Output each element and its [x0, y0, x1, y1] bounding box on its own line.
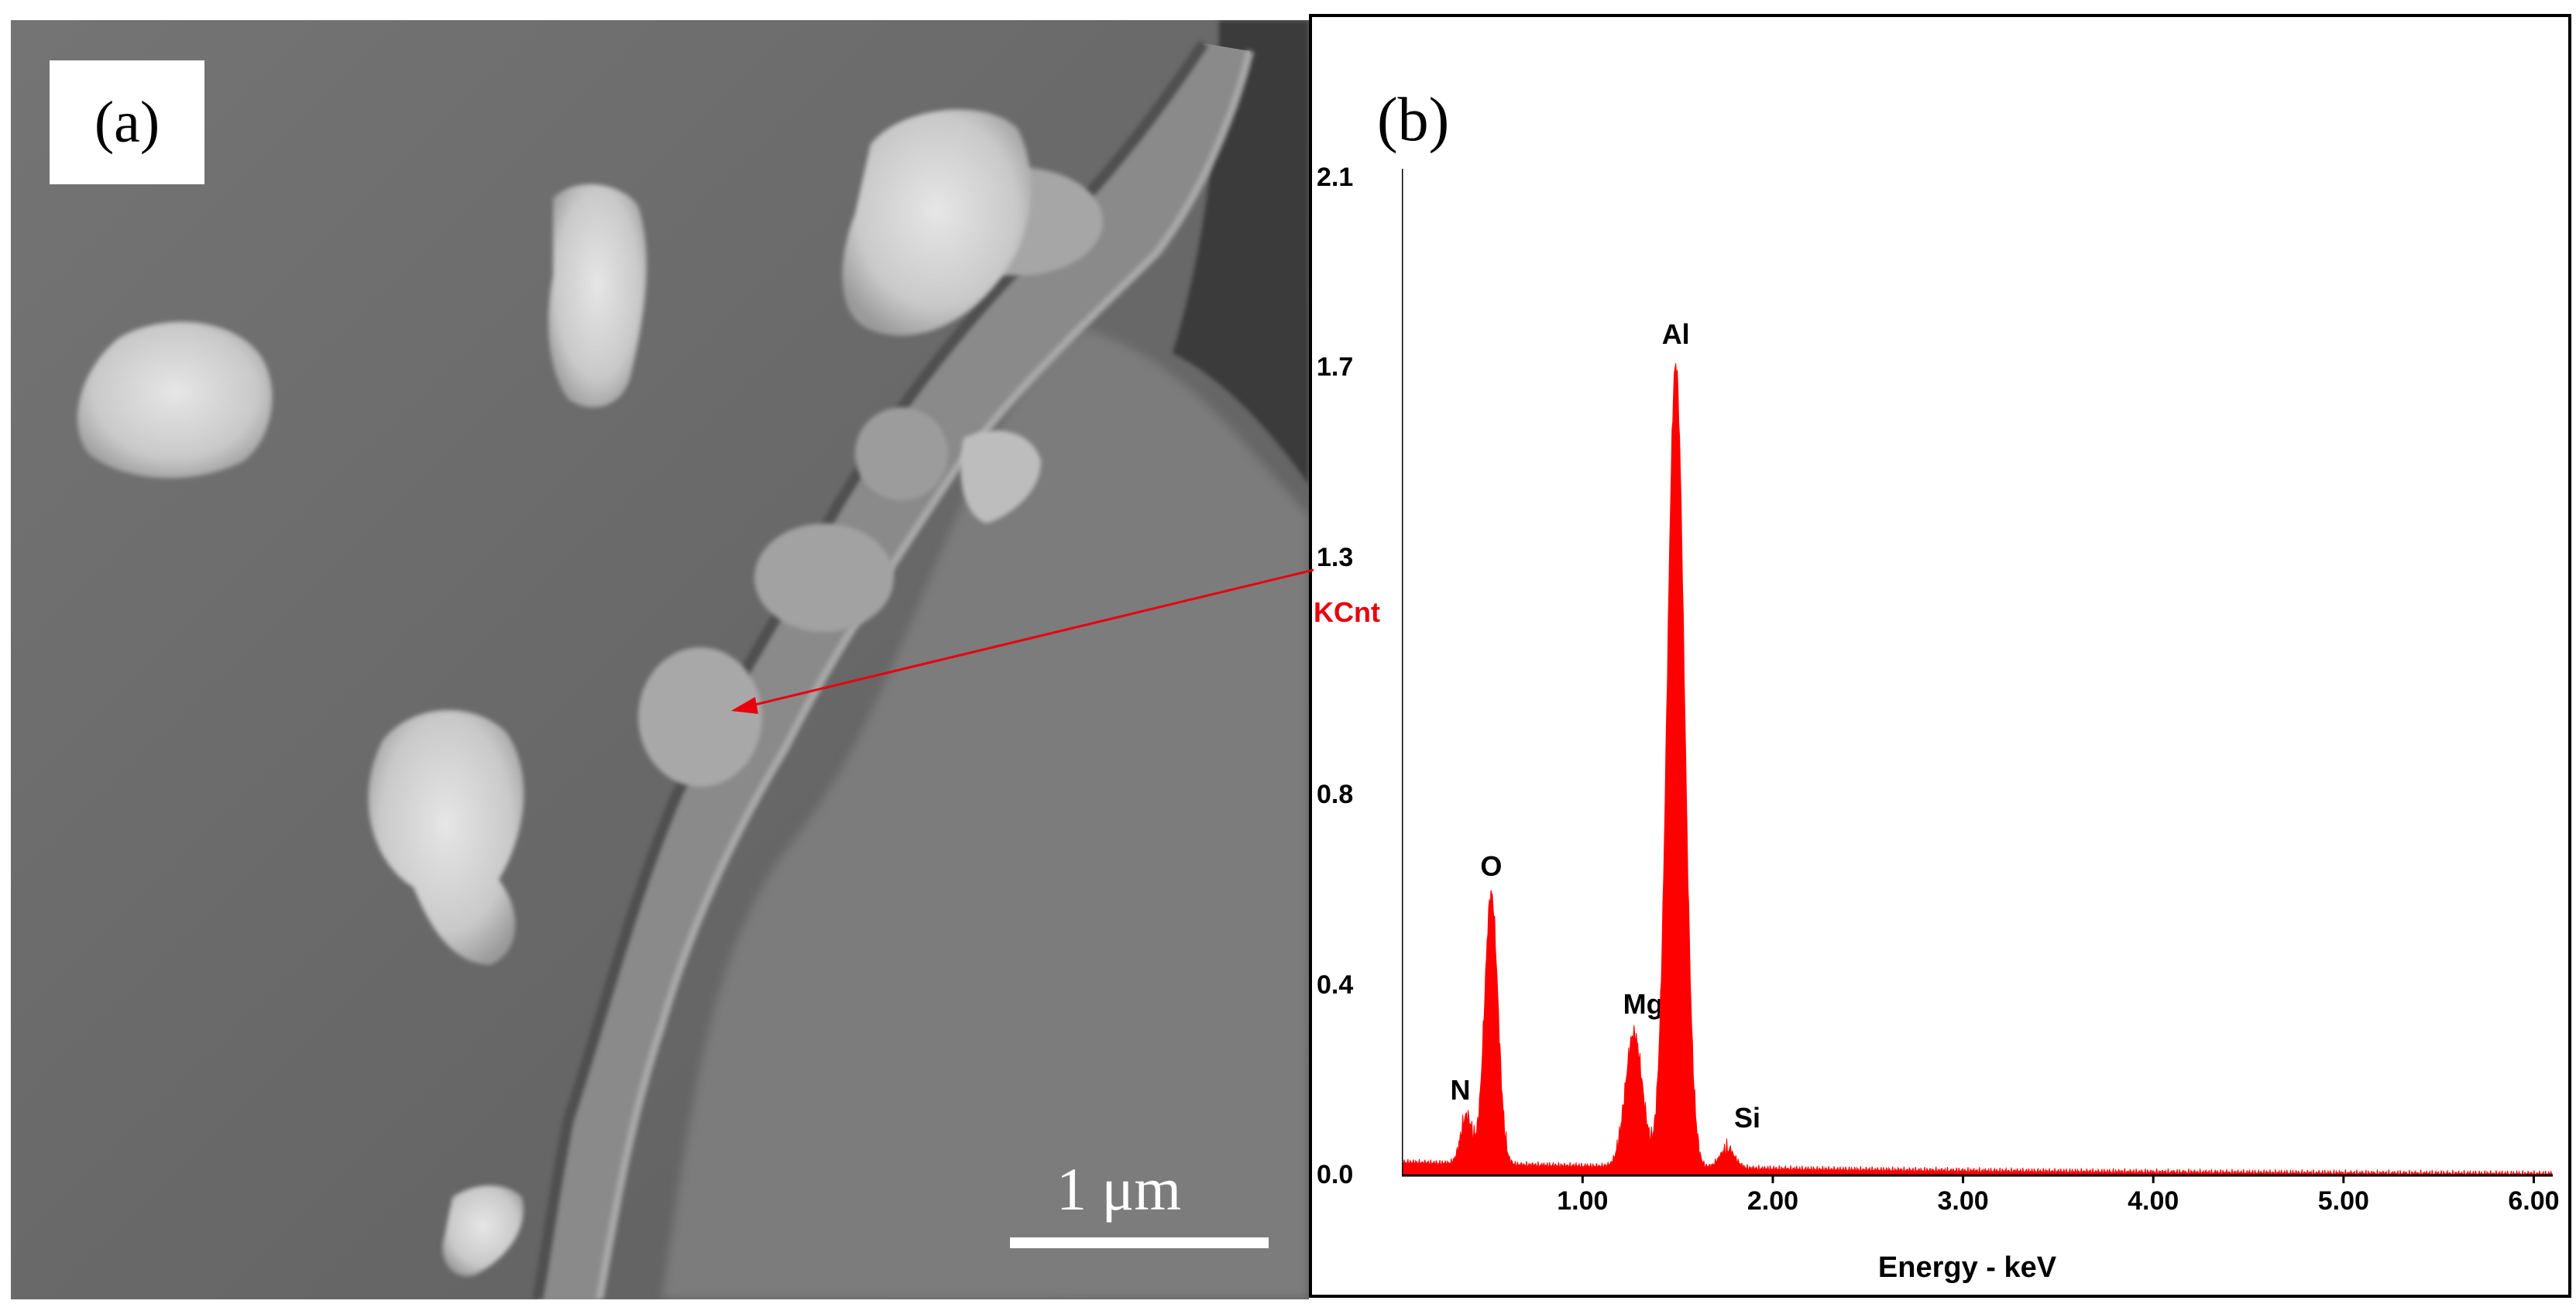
y-axis-label: KCnt	[1314, 596, 1380, 628]
peak-label-mg: Mg	[1623, 988, 1664, 1021]
peak-label-o: O	[1480, 850, 1503, 883]
peak-label-si: Si	[1733, 1102, 1761, 1134]
sem-grain-cluster	[638, 647, 762, 787]
sem-particle	[442, 1186, 524, 1276]
sem-particle	[548, 184, 647, 407]
y-tick-label: 0.8	[1317, 780, 1354, 810]
y-tick-label: 0.0	[1317, 1160, 1354, 1189]
panel-a-label: (a)	[50, 60, 204, 184]
x-axis-label: Energy - keV	[1877, 1251, 2057, 1284]
y-tick-label: 2.1	[1317, 163, 1354, 192]
sem-micrograph: (a) 1 μm	[11, 20, 1309, 1299]
y-tick-label: 1.3	[1317, 542, 1354, 572]
sem-particle	[960, 431, 1041, 523]
scale-bar-label: 1 μm	[1056, 1155, 1181, 1223]
x-tick-label: 1.00	[1557, 1186, 1609, 1216]
y-tick-label: 1.7	[1317, 352, 1354, 383]
scale-bar	[1010, 1237, 1269, 1248]
sem-grain-cluster	[754, 523, 894, 632]
spectrum-area	[1402, 363, 2553, 1177]
sem-dark-region	[1173, 20, 1309, 485]
eds-spectrum-panel: (b) KCnt 0.0 0.4 0.8 1.3 1.7 2.1 1.00 2.00 3.00…	[1309, 14, 2576, 1304]
peak-label-al: Al	[1661, 318, 1690, 351]
sem-grain-cluster	[855, 407, 948, 500]
sem-image	[11, 20, 1309, 1299]
sem-particle	[77, 321, 273, 479]
x-tick-label: 6.00	[2508, 1186, 2560, 1216]
x-tick-label: 4.00	[2128, 1186, 2179, 1216]
y-tick-label: 0.4	[1317, 969, 1354, 1000]
spectrum-plot	[1402, 169, 2553, 1183]
panel-b-label: (b)	[1377, 86, 1450, 154]
x-tick-label: 5.00	[2317, 1186, 2369, 1216]
sem-particle	[842, 109, 1032, 336]
sem-grain-band	[538, 43, 1250, 1299]
sem-particle	[368, 710, 524, 965]
x-tick-label: 2.00	[1747, 1186, 1799, 1216]
x-tick-label: 3.00	[1937, 1186, 1989, 1216]
peak-label-n: N	[1450, 1073, 1471, 1106]
